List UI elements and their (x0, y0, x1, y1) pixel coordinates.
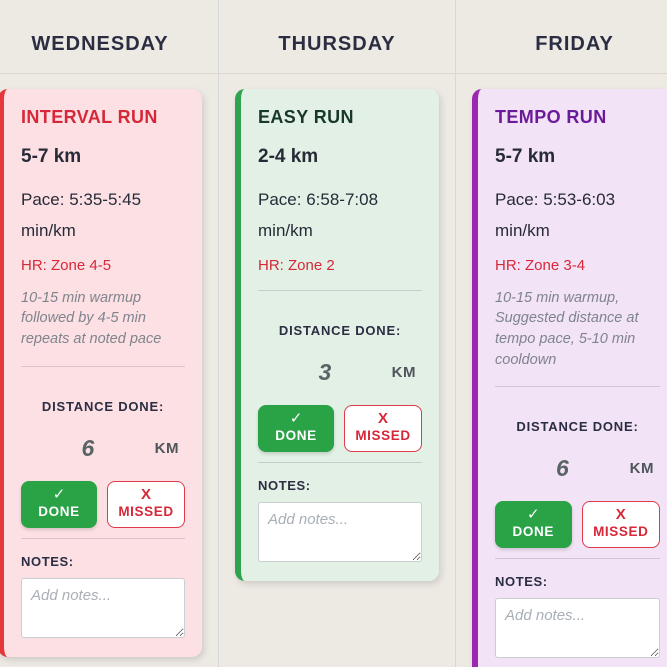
check-icon: ✓ (52, 485, 66, 503)
day-header-wednesday: WEDNESDAY (0, 0, 218, 74)
distance-row: KM (495, 454, 660, 484)
pace-text: Pace: 6:58-7:08 min/km (258, 190, 379, 241)
day-header-friday: FRIDAY (456, 0, 667, 74)
pace-text: Pace: 5:35-5:45 min/km (21, 190, 142, 241)
column-thursday: THURSDAY EASY RUN 2-4 km Pace: 6:58-7:08… (219, 0, 456, 667)
status-button-row: ✓ DONE X MISSED (258, 404, 422, 453)
x-icon: X (140, 485, 151, 503)
pace-text: Pace: 5:53-6:03 min/km (495, 190, 616, 241)
done-button[interactable]: ✓ DONE (495, 501, 572, 549)
day-header-thursday: THURSDAY (219, 0, 455, 74)
column-friday: FRIDAY TEMPO RUN 5-7 km Pace: 5:53-6:03 … (456, 0, 667, 667)
divider (21, 537, 185, 539)
workout-card-interval: INTERVAL RUN 5-7 km Pace: 5:35-5:45 min/… (0, 89, 202, 657)
workout-title: EASY RUN (258, 107, 354, 127)
divider (495, 558, 660, 560)
workout-card-easy: EASY RUN 2-4 km Pace: 6:58-7:08 min/km H… (235, 89, 439, 582)
distance-unit-label: KM (629, 460, 654, 478)
heart-rate-text: HR: Zone 3-4 (495, 256, 586, 274)
distance-input[interactable] (495, 454, 630, 484)
missed-button-label: MISSED (118, 503, 174, 519)
distance-row: KM (258, 357, 422, 387)
workout-card-tempo: TEMPO RUN 5-7 km Pace: 5:53-6:03 min/km … (472, 89, 667, 667)
missed-button-label: MISSED (593, 524, 649, 540)
done-button[interactable]: ✓ DONE (21, 480, 97, 528)
distance-range: 5-7 km (495, 146, 556, 167)
distance-done-label: DISTANCE DONE: (516, 419, 639, 435)
workout-title: TEMPO RUN (495, 107, 607, 127)
missed-button[interactable]: X MISSED (107, 480, 185, 528)
distance-done-label: DISTANCE DONE: (41, 398, 165, 414)
distance-row: KM (21, 433, 185, 463)
distance-input[interactable] (258, 357, 392, 387)
distance-done-label: DISTANCE DONE: (278, 322, 402, 338)
heart-rate-text: HR: Zone 2 (258, 256, 335, 274)
check-icon: ✓ (289, 409, 303, 427)
distance-unit-label: KM (391, 363, 416, 381)
workout-description: 10-15 min warmup, Suggested distance at … (495, 289, 639, 368)
check-icon: ✓ (526, 506, 540, 524)
done-button-label: DONE (275, 427, 317, 443)
column-wednesday: WEDNESDAY INTERVAL RUN 5-7 km Pace: 5:35… (0, 0, 219, 667)
status-button-row: ✓ DONE X MISSED (495, 501, 660, 549)
notes-textarea[interactable] (258, 502, 422, 563)
heart-rate-text: HR: Zone 4-5 (21, 256, 112, 274)
workout-description: 10-15 min warmup followed by 4-5 min rep… (21, 289, 162, 348)
distance-range: 5-7 km (21, 146, 82, 167)
x-icon: X (615, 506, 626, 524)
divider (21, 365, 185, 367)
distance-unit-label: KM (154, 439, 179, 457)
done-button-label: DONE (512, 524, 554, 540)
distance-range: 2-4 km (258, 146, 319, 167)
status-button-row: ✓ DONE X MISSED (21, 480, 185, 528)
distance-input[interactable] (21, 433, 155, 463)
divider (258, 462, 422, 464)
missed-button[interactable]: X MISSED (344, 404, 422, 453)
notes-textarea[interactable] (495, 598, 660, 659)
missed-button[interactable]: X MISSED (581, 501, 660, 549)
workout-title: INTERVAL RUN (21, 107, 158, 127)
divider (495, 386, 660, 388)
done-button[interactable]: ✓ DONE (258, 404, 334, 453)
notes-label: NOTES: (495, 574, 548, 590)
divider (258, 289, 422, 291)
done-button-label: DONE (38, 503, 80, 519)
notes-textarea[interactable] (21, 577, 185, 638)
notes-label: NOTES: (258, 478, 311, 494)
notes-label: NOTES: (21, 553, 74, 569)
missed-button-label: MISSED (355, 427, 411, 443)
x-icon: X (377, 409, 388, 427)
